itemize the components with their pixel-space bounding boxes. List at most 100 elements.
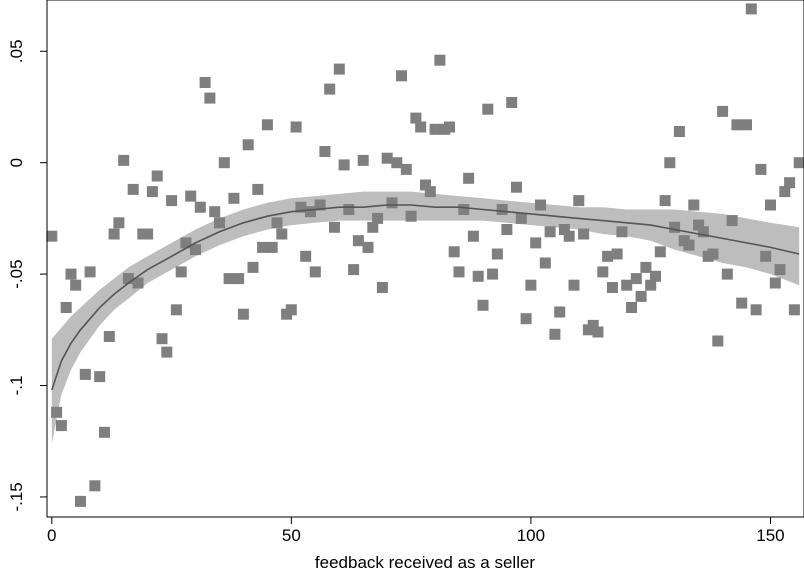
data-point [673, 126, 685, 137]
data-point [228, 192, 240, 204]
data-point [597, 266, 609, 278]
data-point [156, 333, 168, 345]
data-point [736, 297, 748, 309]
data-point [717, 105, 729, 117]
data-point [587, 319, 599, 331]
data-point [276, 228, 288, 240]
data-point [415, 121, 427, 133]
data-point [285, 304, 297, 316]
data-point [496, 204, 508, 215]
data-point [448, 246, 460, 258]
data-point [788, 304, 800, 316]
data-point [506, 97, 518, 108]
data-point [741, 119, 752, 131]
data-point [338, 159, 350, 171]
data-point [70, 279, 82, 291]
data-point [242, 139, 254, 151]
data-point [261, 119, 273, 131]
data-point [635, 290, 647, 302]
data-point [453, 266, 465, 278]
data-point [65, 268, 77, 280]
data-point [640, 261, 652, 273]
data-point [190, 244, 201, 256]
data-point [549, 328, 561, 340]
data-point [477, 299, 489, 311]
data-point [650, 270, 661, 282]
data-point [779, 186, 791, 198]
data-point [209, 206, 221, 218]
data-point [515, 212, 527, 224]
data-point [745, 3, 757, 15]
data-point [367, 221, 379, 233]
data-point [774, 264, 786, 276]
data-point [793, 157, 804, 169]
data-point [132, 277, 144, 289]
data-point [372, 212, 384, 224]
data-point [362, 241, 374, 253]
x-tick-label: 0 [47, 526, 56, 545]
data-point [405, 210, 417, 222]
data-point [185, 190, 197, 202]
data-point [142, 228, 154, 240]
data-point [535, 199, 546, 211]
data-point [573, 195, 585, 207]
data-point [199, 77, 211, 88]
data-point [458, 204, 470, 215]
data-point [664, 157, 676, 169]
y-tick-label: .05 [7, 39, 26, 63]
data-point [688, 199, 700, 211]
data-point [218, 157, 230, 169]
data-point [420, 179, 431, 191]
data-point [175, 266, 187, 278]
data-point [654, 246, 666, 258]
data-point [161, 346, 173, 358]
data-point [721, 268, 733, 280]
data-point [396, 70, 407, 82]
data-point [146, 186, 158, 198]
data-point [118, 154, 130, 166]
confidence-band [51, 191, 800, 444]
data-point [386, 197, 398, 209]
data-point [391, 157, 403, 169]
data-point [271, 217, 283, 229]
data-point [602, 250, 614, 262]
data-point [324, 83, 336, 95]
data-point [75, 495, 86, 507]
data-point [539, 257, 551, 269]
data-point [99, 426, 110, 438]
data-point [223, 273, 235, 285]
x-tick-label: 100 [517, 526, 545, 545]
x-axis-title: feedback received as a seller [315, 553, 536, 572]
data-point [166, 195, 178, 207]
data-point [233, 273, 245, 285]
data-point [376, 282, 388, 293]
ticks-layer: 0 50 100 150 -.15 -.1 -.05 0 .05 [7, 39, 785, 545]
data-point [487, 268, 499, 280]
data-point [726, 215, 738, 227]
data-point [578, 228, 590, 240]
data-point [343, 204, 355, 215]
data-point [693, 219, 705, 231]
data-point [592, 326, 604, 338]
data-point [434, 54, 446, 66]
data-point [300, 250, 312, 262]
data-point [482, 103, 494, 115]
data-point [319, 146, 331, 157]
data-point [295, 201, 307, 213]
data-point [89, 480, 101, 492]
data-point [755, 163, 767, 175]
data-point [122, 273, 134, 285]
y-tick-label: -.1 [7, 376, 26, 396]
data-point [305, 206, 316, 218]
data-point [669, 221, 681, 233]
fit-line [51, 204, 800, 391]
data-point [84, 266, 96, 278]
data-point [568, 279, 580, 291]
data-point [659, 195, 671, 207]
data-point [712, 335, 724, 347]
data-point [333, 63, 345, 75]
data-point [51, 406, 63, 418]
y-tick-label: -.05 [7, 259, 26, 288]
data-point [558, 224, 570, 235]
